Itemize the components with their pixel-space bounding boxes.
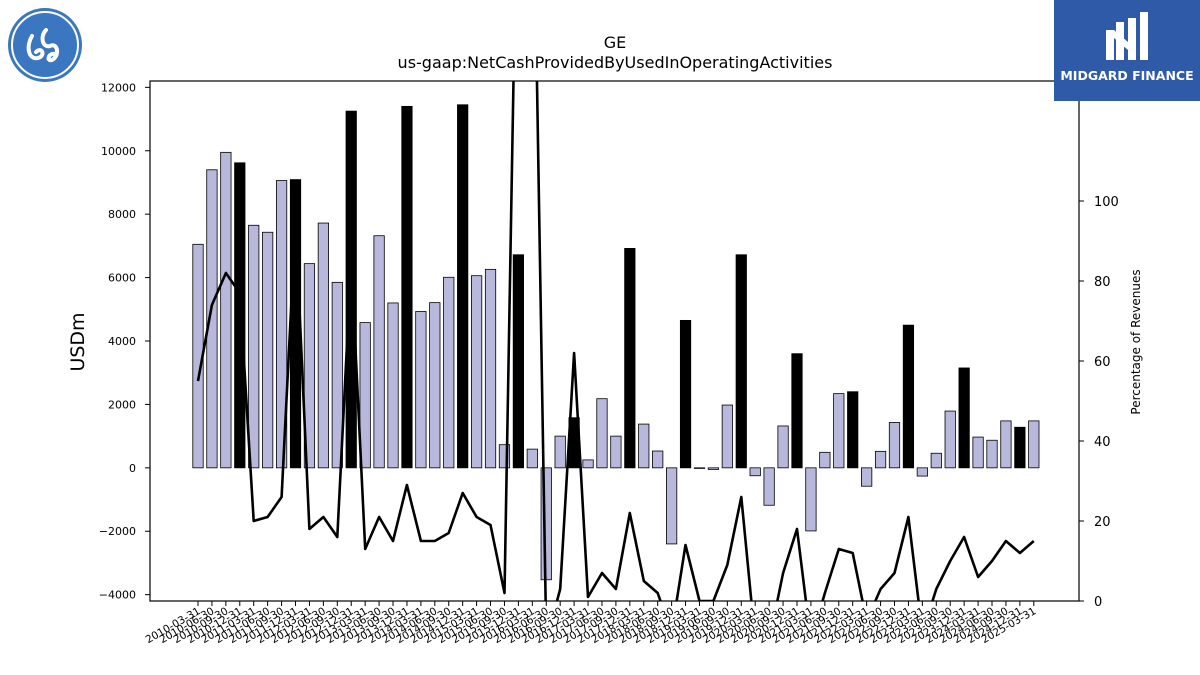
bar bbox=[693, 467, 706, 469]
bar bbox=[819, 451, 831, 469]
y2-tick-label: 60 bbox=[1094, 355, 1111, 370]
bar bbox=[443, 276, 455, 469]
bar bbox=[624, 248, 636, 469]
bar bbox=[457, 104, 469, 469]
plot-area: −4000 −2000 0 2000 4000 6000 8000 10000 12000 0 20… bbox=[99, 80, 1119, 646]
bar bbox=[554, 435, 566, 469]
bar bbox=[484, 268, 497, 469]
bar bbox=[930, 452, 942, 469]
y-tick-label: −2000 bbox=[99, 525, 136, 538]
y-tick-label: 0 bbox=[129, 462, 136, 475]
bar bbox=[1028, 420, 1040, 469]
bar bbox=[777, 425, 789, 469]
bar bbox=[986, 439, 998, 469]
bar bbox=[972, 436, 984, 469]
bar bbox=[582, 459, 594, 469]
bar bbox=[902, 324, 915, 469]
bar bbox=[861, 467, 873, 487]
bar bbox=[498, 444, 511, 469]
bar bbox=[1014, 426, 1026, 469]
y2-axis-label: Percentage of Revenues bbox=[1129, 269, 1143, 414]
y-tick-label: −4000 bbox=[99, 589, 136, 602]
bar bbox=[833, 393, 845, 469]
line-series bbox=[196, 81, 1035, 601]
y-axis-label: USDm bbox=[67, 312, 89, 371]
y-tick-label: 6000 bbox=[108, 272, 136, 285]
bar bbox=[526, 448, 538, 469]
bar bbox=[401, 105, 413, 469]
bar bbox=[916, 467, 928, 477]
bar bbox=[638, 423, 650, 469]
bar bbox=[888, 422, 901, 469]
bar bbox=[345, 110, 357, 469]
y-tick-label: 2000 bbox=[108, 398, 136, 411]
midgard-brand-name: MIDGARD FINANCE bbox=[1060, 68, 1194, 83]
y2-tick-label: 40 bbox=[1094, 435, 1111, 450]
bar bbox=[721, 404, 733, 469]
bar bbox=[275, 180, 288, 469]
bar bbox=[262, 231, 274, 469]
bar bbox=[944, 410, 956, 469]
y2-tick-label: 20 bbox=[1094, 515, 1111, 530]
bar bbox=[220, 151, 232, 469]
midgard-finance-logo: MIDGARD FINANCE bbox=[1054, 0, 1200, 101]
bar bbox=[429, 302, 441, 469]
y-tick-label: 8000 bbox=[108, 208, 136, 221]
bar bbox=[1000, 420, 1012, 469]
y2-tick-label: 100 bbox=[1094, 195, 1119, 210]
bar bbox=[303, 263, 316, 469]
bar bbox=[763, 467, 775, 506]
bar bbox=[387, 302, 399, 469]
bar bbox=[874, 450, 887, 469]
midgard-m-icon bbox=[1106, 12, 1148, 60]
bar bbox=[707, 467, 720, 470]
y-tick-label: 10000 bbox=[101, 145, 136, 158]
y2-tick-label: 80 bbox=[1094, 275, 1111, 290]
ge-logo bbox=[6, 6, 84, 84]
bar bbox=[512, 254, 524, 469]
bar bbox=[679, 319, 692, 469]
bar bbox=[805, 467, 817, 532]
bar bbox=[415, 311, 427, 469]
y-tick-label: 12000 bbox=[101, 81, 136, 94]
bar bbox=[373, 235, 385, 469]
bar bbox=[749, 467, 761, 477]
bar bbox=[610, 435, 622, 469]
bar bbox=[596, 398, 608, 469]
y-tick-label: 4000 bbox=[108, 335, 136, 348]
bar bbox=[666, 467, 678, 545]
bar bbox=[248, 224, 260, 469]
bar bbox=[470, 275, 483, 469]
bar bbox=[958, 367, 970, 469]
chart-subtitle: us-gaap:NetCashProvidedByUsedInOperating… bbox=[398, 53, 833, 72]
bar bbox=[847, 391, 859, 469]
bar bbox=[317, 222, 329, 469]
bar bbox=[331, 281, 343, 469]
bar bbox=[206, 169, 218, 469]
y2-tick-label: 0 bbox=[1094, 595, 1102, 610]
bar bbox=[359, 322, 371, 469]
bar bbox=[652, 450, 664, 469]
chart-title: GE bbox=[604, 33, 627, 52]
bar bbox=[234, 162, 246, 469]
bar bbox=[791, 353, 803, 469]
bar bbox=[735, 254, 747, 469]
